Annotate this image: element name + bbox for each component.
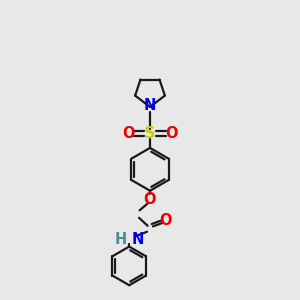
Text: N: N — [144, 98, 156, 112]
Text: O: O — [122, 126, 135, 141]
Text: S: S — [144, 126, 156, 141]
Text: H: H — [115, 232, 127, 247]
Text: N: N — [132, 232, 144, 247]
Text: O: O — [165, 126, 178, 141]
Text: O: O — [144, 191, 156, 206]
Text: O: O — [159, 213, 172, 228]
